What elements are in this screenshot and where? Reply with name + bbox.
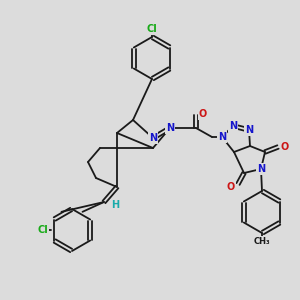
Text: N: N: [229, 121, 237, 131]
Text: O: O: [227, 182, 235, 192]
Text: Cl: Cl: [38, 225, 48, 235]
Text: N: N: [257, 164, 265, 174]
Text: N: N: [245, 125, 253, 135]
Text: N: N: [166, 123, 174, 133]
Text: O: O: [199, 109, 207, 119]
Text: Cl: Cl: [147, 24, 158, 34]
Text: H: H: [111, 200, 119, 210]
Text: N: N: [218, 132, 226, 142]
Text: O: O: [281, 142, 289, 152]
Text: N: N: [149, 133, 157, 143]
Text: CH₃: CH₃: [254, 236, 270, 245]
